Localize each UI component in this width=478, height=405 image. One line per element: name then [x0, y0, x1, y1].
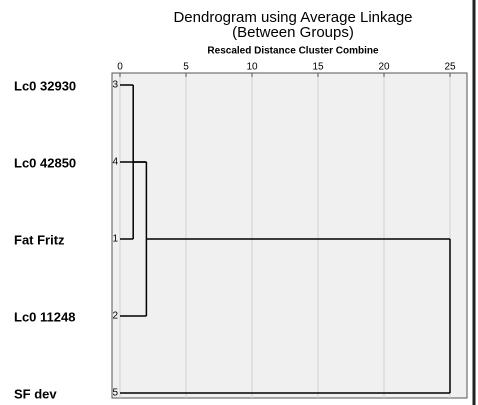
case-number: 3 — [112, 80, 118, 91]
x-tick-label: 15 — [312, 62, 324, 73]
case-number: 1 — [112, 234, 118, 245]
leaf-label: Lc0 32930 — [14, 78, 76, 93]
case-number: 4 — [112, 157, 118, 168]
plot-area — [111, 72, 468, 399]
chart-title: (Between Groups) — [232, 24, 354, 41]
x-tick-label: 5 — [183, 62, 189, 73]
x-tick-label: 20 — [378, 62, 390, 73]
case-number: 5 — [112, 388, 118, 399]
x-axis-label: Rescaled Distance Cluster Combine — [207, 46, 379, 57]
x-tick-label: 25 — [444, 62, 456, 73]
leaf-label: Lc0 42850 — [14, 155, 76, 170]
chart-title: Dendrogram using Average Linkage — [173, 9, 412, 26]
x-tick-label: 10 — [246, 62, 258, 73]
leaf-label: Lc0 11248 — [14, 309, 75, 324]
x-tick-label: 0 — [117, 62, 123, 73]
leaf-label: SF dev — [14, 386, 57, 401]
leaf-label: Fat Fritz — [14, 232, 65, 247]
case-number: 2 — [112, 311, 118, 322]
